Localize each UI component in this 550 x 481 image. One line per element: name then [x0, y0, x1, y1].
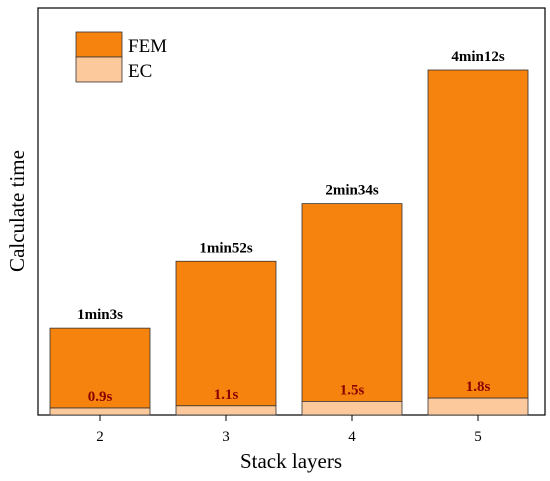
bar-fem-4 [301, 203, 403, 402]
legend: FEM EC [75, 31, 167, 83]
bar-ec-label-4: 1.5s [340, 382, 365, 398]
bar-top-label-5: 4min12s [451, 49, 505, 65]
bar-top-label-2: 1min3s [77, 307, 123, 323]
x-axis-ticks: 2 3 4 5 [96, 415, 482, 445]
bar-top-label-3: 1min52s [199, 240, 253, 256]
x-tick-label-3: 3 [222, 429, 230, 445]
bar-ec-label-5: 1.8s [466, 379, 491, 395]
bar-top-label-4: 2min34s [325, 183, 379, 199]
legend-label-ec: EC [128, 61, 152, 82]
legend-swatch-ec [75, 56, 123, 83]
bar-ec-3 [175, 405, 277, 416]
y-axis-label: Calculate time [5, 150, 29, 272]
bar-fem-3 [175, 260, 277, 407]
x-axis-label: Stack layers [240, 449, 342, 473]
bar-ec-4 [301, 400, 403, 416]
x-tick-label-4: 4 [348, 429, 356, 445]
bar-ec-5 [427, 397, 529, 416]
plot-area-frame [37, 7, 546, 416]
bar-fem-5 [427, 69, 529, 399]
bar-fem-2 [49, 327, 151, 409]
bar-ec-label-2: 0.9s [88, 389, 113, 405]
bar-ec-label-3: 1.1s [214, 387, 239, 403]
bar-ec-2 [49, 407, 151, 416]
legend-label-fem: FEM [128, 36, 167, 57]
legend-swatch-fem [75, 31, 123, 58]
bar-group: 1min3s 0.9s 1min52s 1.1s 2min34s 1.5s 4min12s 1… [49, 49, 529, 416]
x-tick-label-2: 2 [96, 429, 104, 445]
x-tick-label-5: 5 [474, 429, 482, 445]
